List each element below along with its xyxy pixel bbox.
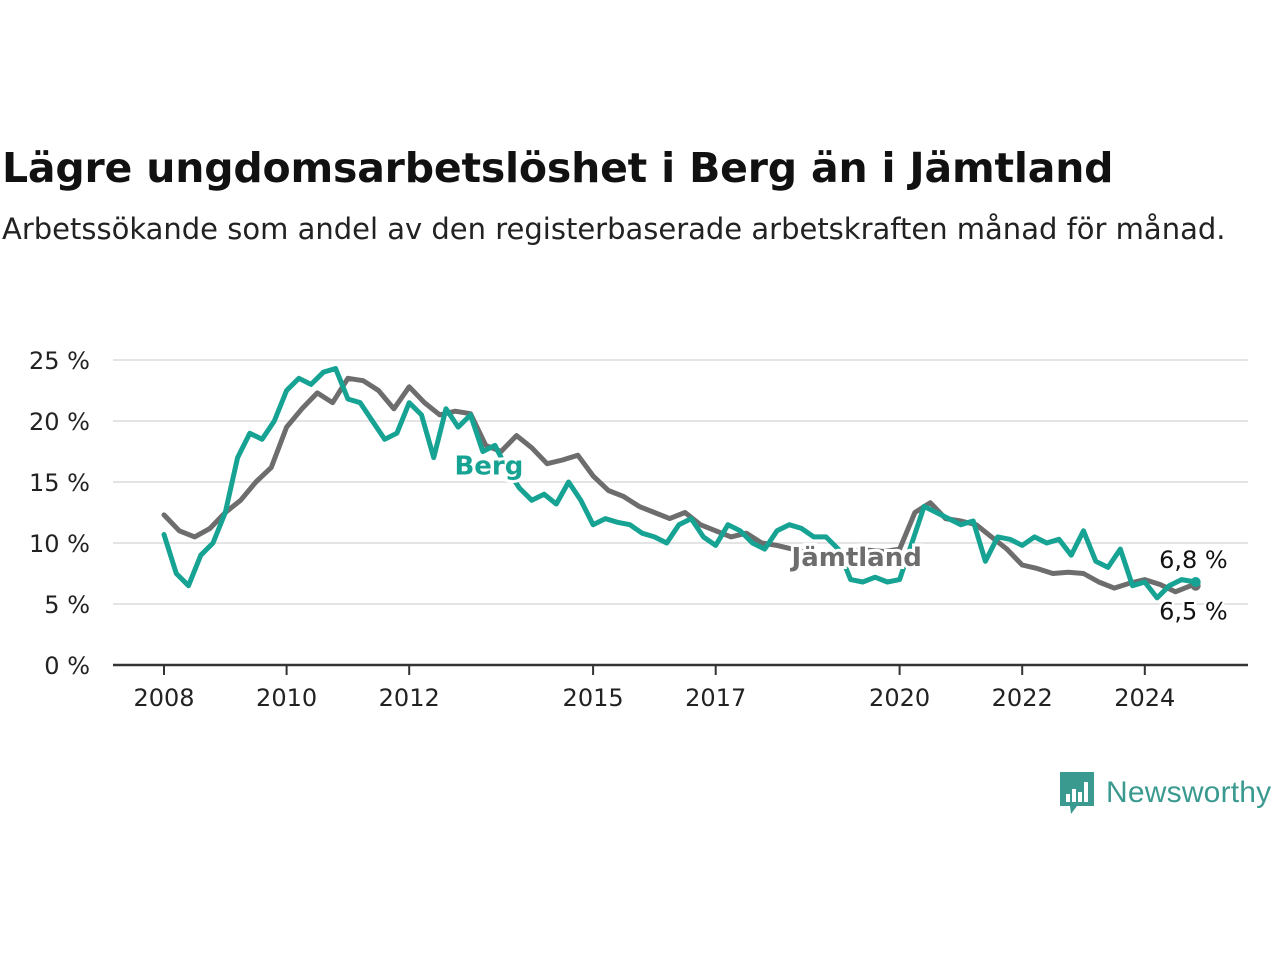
y-tick-label: 20 % <box>29 408 90 436</box>
series-lines <box>161 366 1201 601</box>
y-axis-tick-labels: 0 % 5 % 10 % 15 % 20 % 25 % <box>29 347 90 680</box>
newsworthy-icon <box>1060 772 1094 814</box>
y-tick-label: 15 % <box>29 469 90 497</box>
line-chart: 0 %5 %10 %15 %20 %25 % 2008 2010 2012 2015 2… <box>29 347 1248 710</box>
chart-subtitle: Arbetssökande som andel av den registerb… <box>2 212 1226 246</box>
x-tick-label: 2024 <box>1114 684 1175 710</box>
y-tick-label: 10 % <box>29 530 90 558</box>
newsworthy-logo: Newsworthy <box>1058 770 1271 816</box>
series-label: Berg <box>454 452 523 482</box>
x-tick-label: 2015 <box>563 684 624 710</box>
y-tick-label: 5 % <box>44 591 90 619</box>
x-tick-label: 2022 <box>992 684 1053 710</box>
x-tick-label: 2017 <box>685 684 746 710</box>
chart-title: Lägre ungdomsarbetslöshet i Berg än i Jä… <box>2 144 1114 192</box>
x-tick-label: 2020 <box>869 684 930 710</box>
series-end-marker <box>1190 577 1201 588</box>
series-line-jmtland <box>161 375 1199 595</box>
series-label: Jämtland <box>790 543 922 573</box>
series-line-berg <box>161 366 1199 601</box>
x-tick-label: 2010 <box>256 684 317 710</box>
series-labels: 6,8 % 6,5 % Berg Jämtland <box>451 449 1230 629</box>
brand-name: Newsworthy <box>1106 776 1272 809</box>
x-tick-label: 2012 <box>379 684 440 710</box>
y-tick-label: 0 % <box>44 652 90 680</box>
x-tick-label: 2008 <box>133 684 194 710</box>
end-value-label: 6,5 % <box>1159 598 1228 626</box>
end-value-label: 6,8 % <box>1159 546 1228 574</box>
x-axis: 2008 2010 2012 2015 2017 2020 2022 2024 <box>113 663 1248 710</box>
y-tick-label: 25 % <box>29 347 90 375</box>
